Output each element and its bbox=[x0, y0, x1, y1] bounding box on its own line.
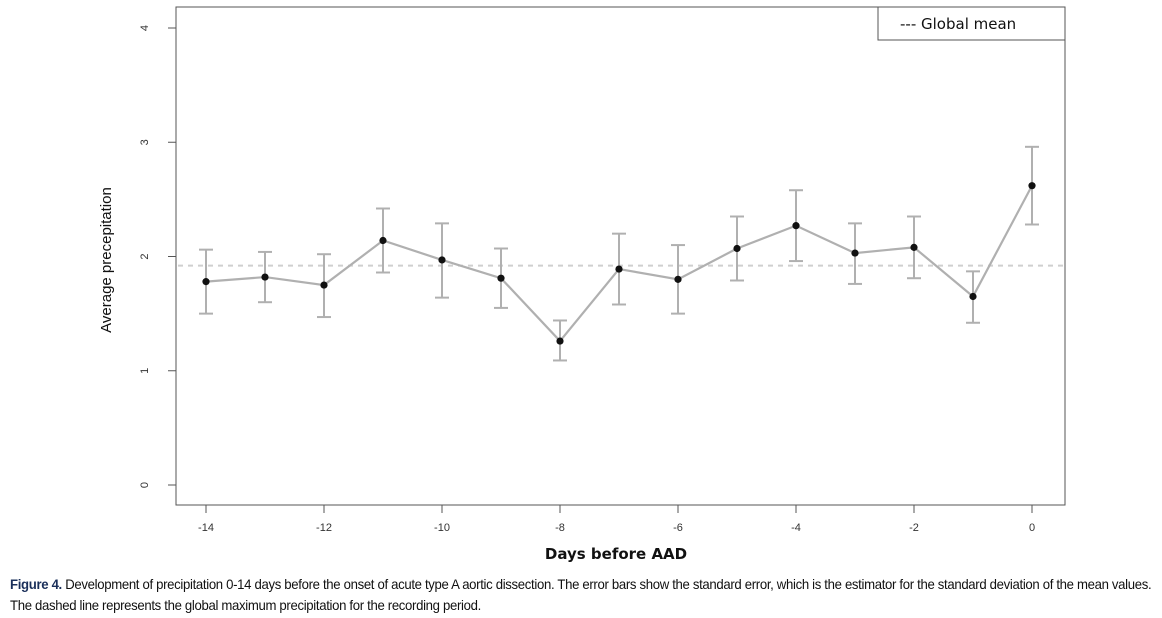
data-point bbox=[792, 222, 800, 230]
data-point bbox=[1028, 182, 1036, 190]
data-point bbox=[733, 244, 741, 253]
plot-frame bbox=[175, 6, 1066, 506]
x-tick-label: -6 bbox=[673, 522, 683, 534]
y-tick-label: 2 bbox=[139, 253, 151, 259]
data-point bbox=[674, 275, 682, 283]
y-tick-label: 4 bbox=[139, 25, 151, 31]
legend-box bbox=[877, 6, 1066, 41]
x-tick-label: 0 bbox=[1029, 522, 1035, 534]
x-tick-label: -14 bbox=[198, 522, 214, 534]
caption-lead: Figure 4. bbox=[10, 576, 62, 592]
y-tick-label: 3 bbox=[139, 139, 151, 145]
data-point bbox=[202, 278, 210, 286]
chart: -14 -12 -10 -8 -6 -4 -2 0 0 1 2 3 4 Days before AAD… bbox=[98, 6, 1066, 563]
x-tick-label: -8 bbox=[555, 522, 565, 534]
y-axis-title: Average precepitation bbox=[98, 187, 115, 333]
x-tick-label: -2 bbox=[909, 522, 919, 534]
figure-caption: Figure 4. Development of precipitation 0… bbox=[10, 574, 1152, 616]
data-point bbox=[556, 337, 564, 345]
data-point bbox=[615, 265, 623, 273]
data-point bbox=[261, 273, 269, 281]
legend: --- Global mean bbox=[877, 6, 1066, 41]
data-point bbox=[497, 274, 505, 282]
x-tick-label: -10 bbox=[434, 522, 450, 534]
x-axis-title: Days before AAD bbox=[545, 545, 687, 563]
data-point bbox=[910, 243, 918, 251]
x-tick-label: -4 bbox=[791, 522, 801, 534]
x-tick-label: -12 bbox=[316, 522, 332, 534]
data-point bbox=[438, 256, 446, 264]
data-point bbox=[379, 236, 387, 245]
y-tick-label: 0 bbox=[139, 482, 151, 488]
y-tick-label: 1 bbox=[139, 368, 151, 374]
data-point bbox=[320, 281, 328, 289]
legend-entry-global-mean: --- Global mean bbox=[900, 15, 1016, 33]
data-point bbox=[969, 292, 977, 301]
caption-text: Development of precipitation 0-14 days b… bbox=[10, 576, 1152, 613]
data-point bbox=[851, 249, 859, 257]
